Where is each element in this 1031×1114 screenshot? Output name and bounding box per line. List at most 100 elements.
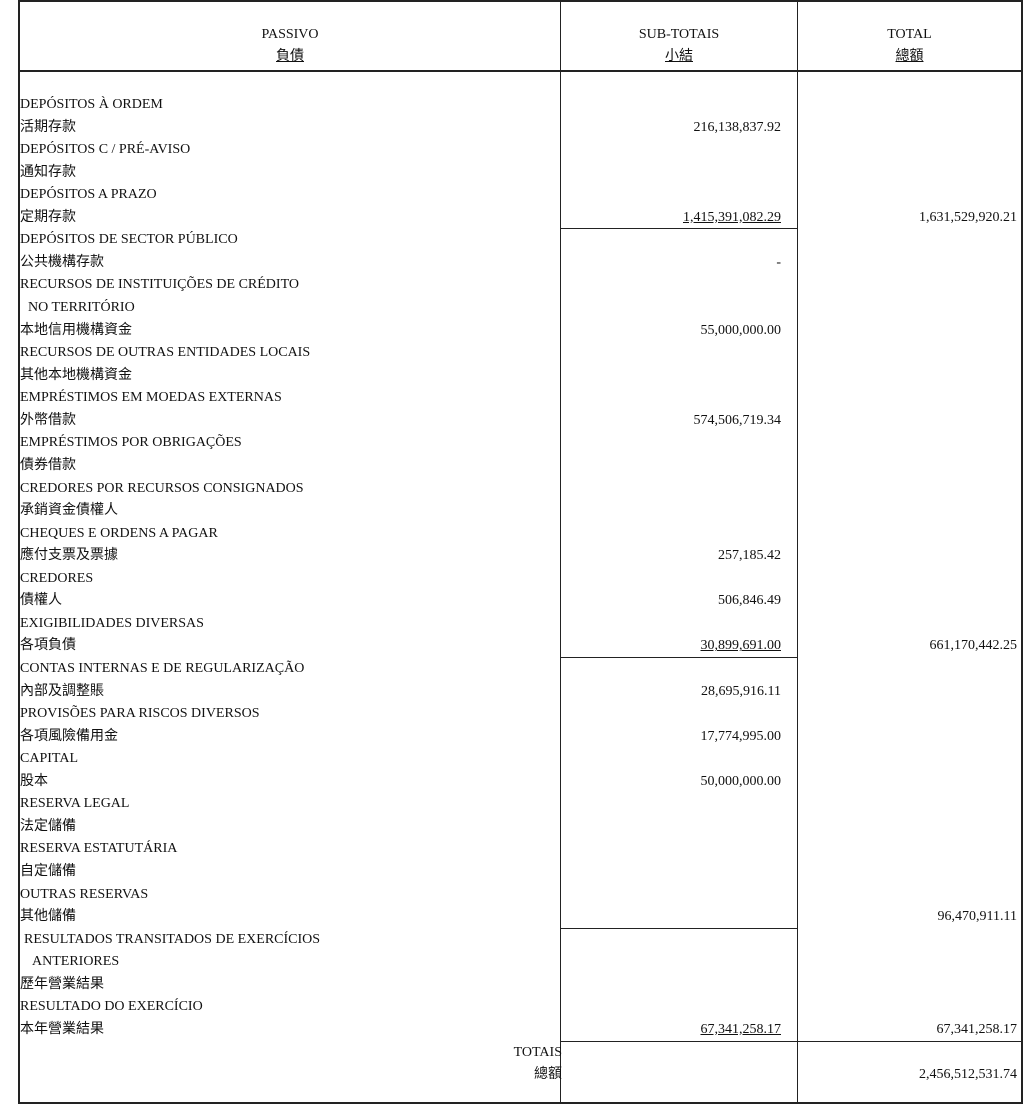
table-row: CAPITAL	[20, 748, 1021, 771]
row-label: 歷年營業結果	[20, 976, 104, 992]
row-label: RESERVA LEGAL	[20, 796, 130, 812]
table-row: 股本 50,000,000.00	[20, 771, 1021, 794]
row-label: OUTRAS RESERVAS	[20, 886, 149, 902]
table-row: 定期存款 1,415,391,082.29 1,631,529,920.21	[20, 207, 1021, 230]
subtotal-rule	[561, 1040, 797, 1042]
header-subtotais: SUB-TOTAIS 小結	[561, 24, 797, 68]
row-label: 應付支票及票據	[20, 548, 118, 564]
row-label: RECURSOS DE INSTITUIÇÕES DE CRÉDITO	[20, 277, 299, 293]
table-row: EMPRÉSTIMOS EM MOEDAS EXTERNAS	[20, 387, 1021, 410]
row-label: 其他儲備	[20, 909, 76, 925]
table-row: DEPÓSITOS C / PRÉ-AVISO	[20, 139, 1021, 162]
row-label: 其他本地機構資金	[20, 367, 132, 383]
table-row: 債權人 506,846.49	[20, 590, 1021, 613]
table-row: 各項負債 30,899,691.00 661,170,442.25	[20, 635, 1021, 658]
table-row: RESERVA ESTATUTÁRIA	[20, 838, 1021, 861]
row-label: RESULTADOS TRANSITADOS DE EXERCÍCIOS	[24, 931, 321, 947]
row-label: CHEQUES E ORDENS A PAGAR	[20, 525, 218, 541]
table-row: DEPÓSITOS A PRAZO	[20, 184, 1021, 207]
subtotal-value: 574,506,719.34	[693, 412, 782, 428]
table-row: CREDORES POR RECURSOS CONSIGNADOS	[20, 478, 1021, 501]
row-label: RECURSOS DE OUTRAS ENTIDADES LOCAIS	[20, 345, 311, 361]
row-label: CREDORES	[20, 570, 94, 586]
header-passivo: PASSIVO 負債	[20, 24, 560, 68]
table-row: CREDORES	[20, 568, 1021, 591]
subtotal-rule	[561, 657, 797, 658]
row-label: EXIGIBILIDADES DIVERSAS	[20, 615, 204, 631]
table-row: CHEQUES E ORDENS A PAGAR	[20, 523, 1021, 546]
table-row: 通知存款	[20, 162, 1021, 185]
table-row: EXIGIBILIDADES DIVERSAS	[20, 613, 1021, 636]
header-total: TOTAL 總額	[798, 24, 1021, 68]
table-row: DEPÓSITOS DE SECTOR PÚBLICO	[20, 229, 1021, 252]
total-value: 67,341,258.17	[936, 1021, 1018, 1037]
table-row: PROVISÕES PARA RISCOS DIVERSOS	[20, 703, 1021, 726]
subtotal-value: 55,000,000.00	[700, 322, 782, 338]
table-row: 內部及調整賬 28,695,916.11	[20, 681, 1021, 704]
row-label: 債券借款	[20, 457, 76, 473]
table-row: 本年營業結果 67,341,258.17 67,341,258.17	[20, 1019, 1021, 1042]
table-row: OUTRAS RESERVAS	[20, 884, 1021, 907]
table-row: 自定儲備	[20, 861, 1021, 884]
row-label: EMPRÉSTIMOS EM MOEDAS EXTERNAS	[20, 390, 282, 406]
total-value: 1,631,529,920.21	[919, 209, 1017, 225]
header-label-pt: PASSIVO	[261, 27, 319, 42]
row-label: 活期存款	[20, 119, 76, 135]
column-divider	[560, 2, 561, 1102]
row-label: 債權人	[20, 593, 62, 609]
subtotal-value: 67,341,258.17	[700, 1021, 782, 1037]
row-label: 內部及調整賬	[20, 683, 104, 699]
table-row: RESULTADO DO EXERCÍCIO	[20, 996, 1021, 1019]
header-label-cn: 總額	[895, 49, 924, 64]
column-divider	[797, 2, 798, 1102]
row-label: 各項風險備用金	[20, 728, 118, 744]
table-row: 應付支票及票據 257,185.42	[20, 545, 1021, 568]
subtotal-value: 506,846.49	[718, 593, 781, 609]
header-label-pt: TOTAL	[887, 27, 932, 42]
row-label: 通知存款	[20, 164, 76, 180]
row-label: DEPÓSITOS A PRAZO	[20, 187, 157, 203]
row-label: 定期存款	[20, 209, 76, 225]
total-value: 2,456,512,531.74	[919, 1067, 1017, 1083]
subtotal-value: -	[776, 254, 781, 270]
subtotal-value: 50,000,000.00	[700, 773, 782, 789]
table-row: RECURSOS DE OUTRAS ENTIDADES LOCAIS	[20, 342, 1021, 365]
row-label: 股本	[20, 773, 48, 789]
header-label-cn: 負債	[276, 49, 304, 64]
table-row: ANTERIORES	[20, 951, 1021, 974]
table-row: TOTAIS	[20, 1042, 1021, 1065]
table-row: 總額 2,456,512,531.74	[20, 1064, 1021, 1087]
row-label: 外幣借款	[20, 412, 76, 428]
header-label-pt: SUB-TOTAIS	[638, 27, 720, 42]
table-row: 本地信用機構資金 55,000,000.00	[20, 320, 1021, 343]
subtotal-value: 30,899,691.00	[700, 638, 782, 654]
row-label: 承銷資金債權人	[20, 503, 118, 519]
row-label: DEPÓSITOS À ORDEM	[20, 97, 163, 112]
row-label: 總額	[534, 1067, 562, 1083]
total-value: 96,470,911.11	[937, 909, 1017, 925]
table-row: DEPÓSITOS À ORDEM	[20, 94, 1021, 117]
table-row: CONTAS INTERNAS E DE REGULARIZAÇÃO	[20, 658, 1021, 681]
table-row: 債券借款	[20, 455, 1021, 478]
subtotal-value: 17,774,995.00	[700, 728, 782, 744]
table-row: NO TERRITÓRIO	[20, 297, 1021, 320]
table-row: 外幣借款 574,506,719.34	[20, 410, 1021, 433]
table-row: 其他儲備 96,470,911.11	[20, 906, 1021, 929]
table-row: 歷年營業結果	[20, 974, 1021, 997]
table-row: 各項風險備用金 17,774,995.00	[20, 726, 1021, 749]
row-label: ANTERIORES	[32, 954, 120, 970]
row-label: 法定儲備	[20, 818, 76, 834]
balance-sheet-liabilities-table: PASSIVO 負債 SUB-TOTAIS 小結 TOTAL 總額 DEPÓSI…	[18, 0, 1023, 1104]
table-row: 其他本地機構資金	[20, 365, 1021, 388]
row-label: 本地信用機構資金	[20, 322, 132, 338]
header-label-cn: 小結	[665, 49, 693, 64]
table-row: RESULTADOS TRANSITADOS DE EXERCÍCIOS	[20, 929, 1021, 952]
row-label: NO TERRITÓRIO	[28, 300, 135, 316]
row-label: CREDORES POR RECURSOS CONSIGNADOS	[20, 480, 304, 496]
row-label: 自定儲備	[20, 864, 76, 880]
table-row: EMPRÉSTIMOS POR OBRIGAÇÕES	[20, 432, 1021, 455]
row-label: RESERVA ESTATUTÁRIA	[20, 841, 178, 857]
row-label: 公共機構存款	[20, 254, 104, 270]
row-label: TOTAIS	[513, 1044, 562, 1060]
table-row: 公共機構存款 -	[20, 252, 1021, 275]
